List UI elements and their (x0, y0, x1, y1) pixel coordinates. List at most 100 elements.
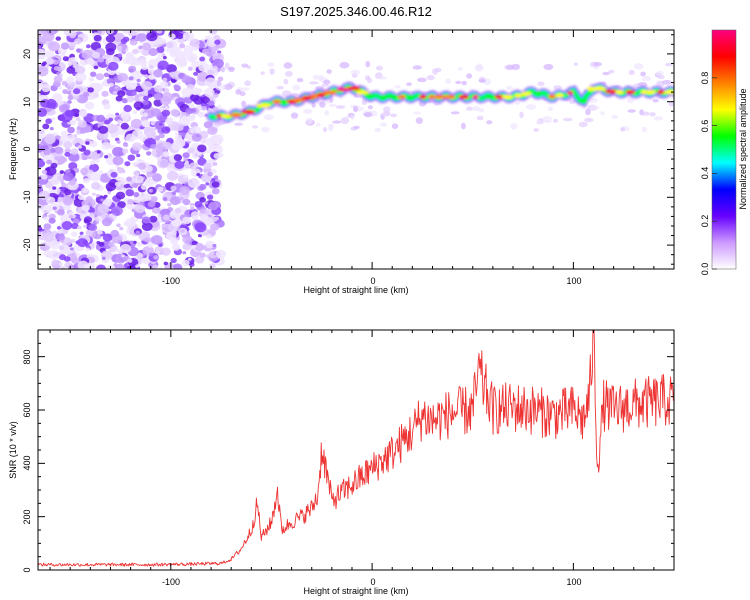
noise-blob (199, 208, 206, 214)
ridge-hotspot (432, 94, 448, 100)
noise-blob (153, 255, 159, 260)
noise-blob (49, 126, 54, 131)
noise-blob (283, 62, 293, 69)
noise-blob (51, 259, 58, 265)
noise-blob (155, 56, 162, 62)
noise-blob (157, 213, 162, 217)
noise-blob (81, 187, 89, 194)
snr-y-tick-label: 0 (22, 567, 32, 572)
noise-blob (86, 262, 96, 269)
noise-blob (167, 203, 172, 207)
noise-blob (55, 36, 61, 41)
noise-blob (203, 88, 215, 97)
noise-blob (85, 247, 91, 252)
ridge-hotspot (615, 89, 624, 95)
noise-blob (133, 101, 144, 110)
ridge-hotspot (397, 94, 407, 100)
noise-blob (95, 73, 105, 81)
noise-blob (148, 64, 154, 70)
noise-blob (241, 100, 247, 108)
noise-blob (61, 266, 66, 269)
noise-blob (445, 78, 452, 84)
noise-blob (203, 162, 212, 170)
noise-blob (174, 134, 183, 141)
noise-blob (89, 140, 98, 148)
noise-blob (81, 204, 90, 212)
noise-blob (187, 66, 194, 71)
noise-blob (194, 201, 203, 208)
noise-blob (329, 103, 337, 108)
noise-blob (62, 104, 69, 110)
noise-blob (435, 67, 442, 73)
noise-blob (204, 201, 208, 205)
noise-blob (191, 60, 200, 68)
noise-blob (108, 61, 119, 71)
noise-blob (212, 92, 219, 99)
spectrogram-y-axis-label: Frequency (Hz) (8, 118, 18, 180)
ridge-hotspot (336, 87, 350, 92)
noise-blob (229, 67, 235, 71)
noise-blob (263, 114, 274, 121)
noise-blob (101, 142, 111, 150)
noise-blob (71, 222, 79, 230)
noise-blob (234, 122, 244, 126)
noise-blob (77, 145, 82, 149)
noise-blob (90, 246, 95, 250)
noise-blob (83, 224, 88, 228)
noise-blob (195, 255, 205, 264)
ridge-hotspot (444, 94, 456, 100)
noise-blob (103, 72, 110, 78)
noise-blob (138, 58, 148, 66)
noise-blob (156, 46, 165, 54)
noise-blob (96, 150, 101, 154)
noise-blob (42, 61, 47, 66)
noise-blob (59, 170, 65, 174)
ridge-hotspot (625, 89, 636, 95)
noise-blob (73, 88, 81, 95)
noise-blob (413, 111, 421, 115)
noise-blob (112, 156, 124, 166)
noise-blob (70, 148, 79, 155)
noise-blob (75, 48, 81, 53)
noise-blob (140, 257, 147, 263)
noise-blob (150, 108, 161, 117)
noise-blob (171, 78, 177, 84)
noise-blob (107, 191, 111, 195)
noise-blob (97, 204, 109, 214)
ridge-hotspot (241, 109, 256, 115)
noise-blob (56, 175, 63, 181)
noise-blob (66, 66, 76, 74)
noise-blob (321, 83, 329, 87)
noise-blob (260, 71, 266, 75)
noise-blob (374, 127, 382, 133)
noise-blob (190, 206, 195, 211)
noise-blob (88, 77, 95, 82)
snr-y-tick-label: 600 (22, 402, 32, 417)
noise-blob (276, 85, 285, 90)
noise-blob (45, 57, 54, 65)
noise-blob (138, 145, 143, 149)
noise-blob (153, 69, 163, 78)
spectrogram-x-axis-label: Height of straight line (km) (303, 285, 408, 295)
noise-blob (136, 153, 141, 158)
noise-blob (450, 111, 460, 115)
noise-blob (182, 236, 192, 244)
noise-blob (161, 109, 170, 117)
noise-blob (71, 257, 79, 264)
noise-blob (123, 221, 129, 226)
noise-blob (41, 84, 51, 93)
noise-blob (126, 176, 133, 182)
noise-blob (510, 123, 518, 130)
noise-blob (207, 171, 213, 177)
noise-blob (140, 67, 149, 75)
noise-blob (152, 264, 158, 269)
noise-blob (553, 85, 562, 90)
noise-blob (171, 219, 181, 227)
noise-blob (179, 186, 191, 196)
noise-blob (584, 117, 594, 123)
noise-blob (377, 76, 387, 80)
noise-blob (165, 41, 174, 49)
noise-blob (526, 104, 536, 110)
noise-blob (210, 127, 218, 132)
noise-blob (106, 48, 115, 56)
